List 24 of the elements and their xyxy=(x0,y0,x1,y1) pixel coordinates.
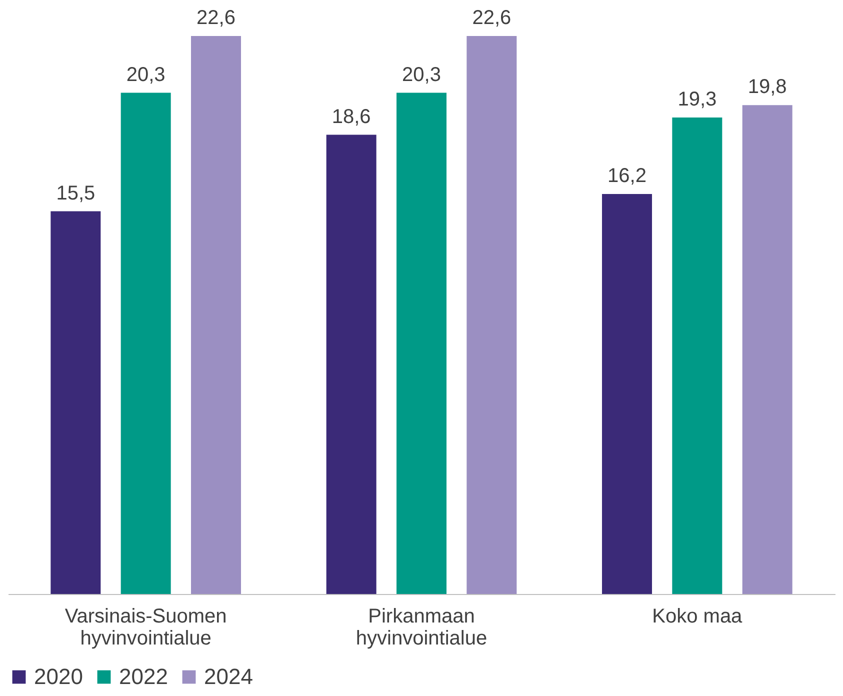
data-label: 20,3 xyxy=(126,64,166,86)
bar xyxy=(602,194,652,594)
data-label: 18,6 xyxy=(332,106,371,128)
bar xyxy=(742,105,792,594)
x-tick-label: Koko maa xyxy=(652,606,744,628)
data-label: 19,8 xyxy=(748,76,787,98)
legend-label: 2024 xyxy=(204,664,253,689)
x-tick-label: Pirkanmaan hyvinvointialue xyxy=(356,606,488,650)
legend-label: 2022 xyxy=(119,664,168,689)
data-label: 22,6 xyxy=(196,7,236,29)
bar xyxy=(326,134,376,594)
bar xyxy=(120,92,171,594)
bar xyxy=(191,36,242,594)
bar xyxy=(672,117,722,594)
x-tick-label: Varsinais-Suomen hyvinvointialue xyxy=(64,606,227,650)
data-label: 20,3 xyxy=(402,64,441,86)
bar xyxy=(466,36,517,594)
data-label: 22,6 xyxy=(472,7,512,29)
bar xyxy=(396,92,446,594)
data-label: 19,3 xyxy=(678,88,717,110)
bar xyxy=(50,211,101,594)
data-label: 16,2 xyxy=(608,165,646,188)
data-label: 15,5 xyxy=(56,182,96,204)
legend-label: 2020 xyxy=(34,664,83,689)
